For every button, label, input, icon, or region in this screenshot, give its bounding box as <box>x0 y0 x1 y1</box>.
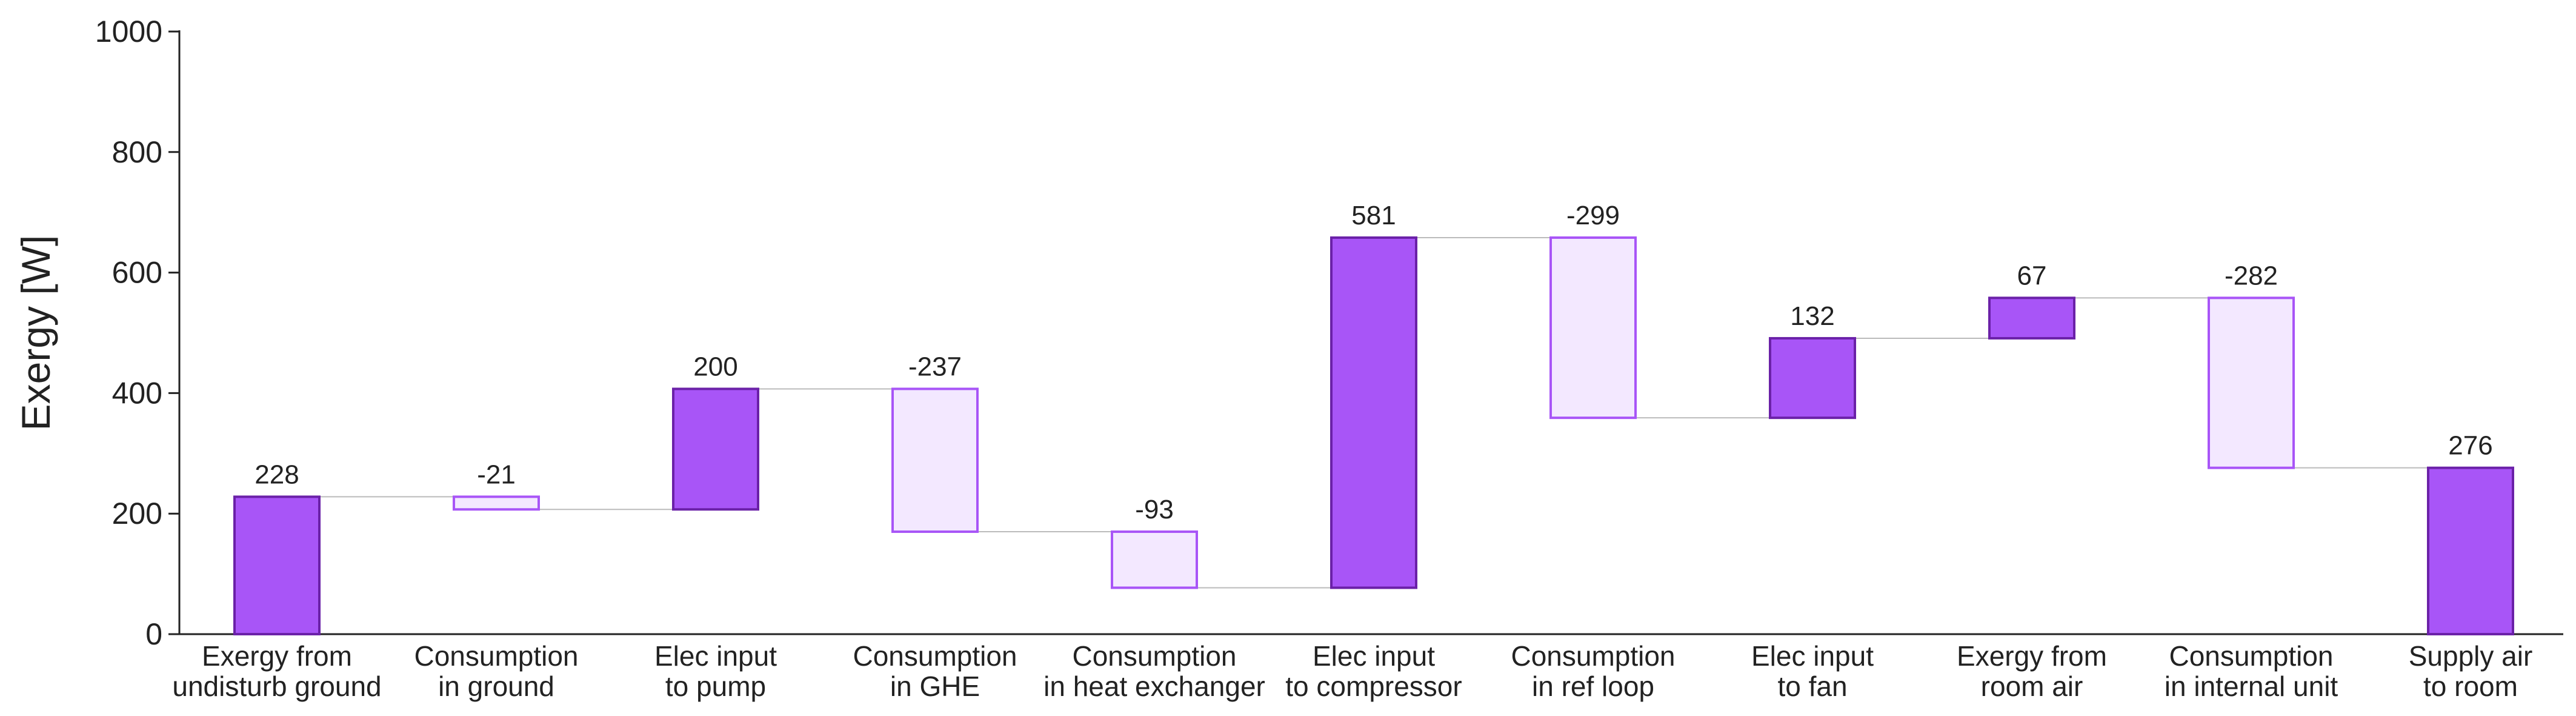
category-label-0: Exergy from undisturb ground <box>172 640 381 702</box>
bars <box>233 236 2514 635</box>
y-axis: 0 200 400 600 800 1000 <box>95 15 181 651</box>
y-tick-label: 1000 <box>95 15 162 49</box>
category-label-8: Exergy from room air <box>1957 640 2107 702</box>
bar-1 <box>453 495 540 511</box>
value-label-9: -282 <box>2225 261 2278 290</box>
y-tick-label: 200 <box>112 497 162 530</box>
bar-8 <box>1988 296 2075 340</box>
value-label-7: 132 <box>1790 301 1834 331</box>
category-label-7: Elec input to fan <box>1751 640 1874 702</box>
category-label-9: Consumption in internal unit <box>2165 640 2338 702</box>
connector-lines <box>319 236 2428 589</box>
category-label-10: Supply air to room <box>2409 640 2533 702</box>
bar-10 <box>2427 466 2514 635</box>
y-tick-label: 400 <box>112 376 162 410</box>
value-label-5: 581 <box>1351 201 1396 230</box>
category-label-6: Consumption in ref loop <box>1511 640 1675 702</box>
value-labels: 228 -21 200 -237 -93 581 -299 132 67 -282 276 <box>255 201 2492 524</box>
value-label-1: -21 <box>477 460 516 489</box>
value-label-10: 276 <box>2448 431 2492 461</box>
bar-5 <box>1330 236 1417 589</box>
y-tick-label: 800 <box>112 135 162 169</box>
value-label-0: 228 <box>255 460 299 489</box>
bar-7 <box>1769 336 1856 420</box>
bar-3 <box>891 387 979 534</box>
value-label-4: -93 <box>1135 495 1174 524</box>
bar-6 <box>1549 236 1637 420</box>
value-label-6: -299 <box>1566 201 1620 230</box>
category-label-3: Consumption in GHE <box>853 640 1017 702</box>
value-label-8: 67 <box>2017 261 2047 290</box>
y-tick-label: 600 <box>112 256 162 290</box>
value-label-3: -237 <box>908 352 962 381</box>
y-axis-label: Exergy [W] <box>13 235 58 431</box>
category-label-4: Consumption in heat exchanger <box>1043 640 1265 702</box>
category-label-5: Elec input to compressor <box>1285 640 1462 702</box>
category-labels: Exergy from undisturb ground Consumption in… <box>172 640 2532 702</box>
category-label-2: Elec input to pump <box>654 640 777 702</box>
bar-9 <box>2208 296 2295 469</box>
value-label-2: 200 <box>693 352 737 381</box>
bar-4 <box>1111 530 1198 589</box>
bar-0 <box>233 495 321 635</box>
y-tick-label: 0 <box>145 617 162 651</box>
bar-2 <box>672 387 759 511</box>
category-label-1: Consumption in ground <box>414 640 578 702</box>
